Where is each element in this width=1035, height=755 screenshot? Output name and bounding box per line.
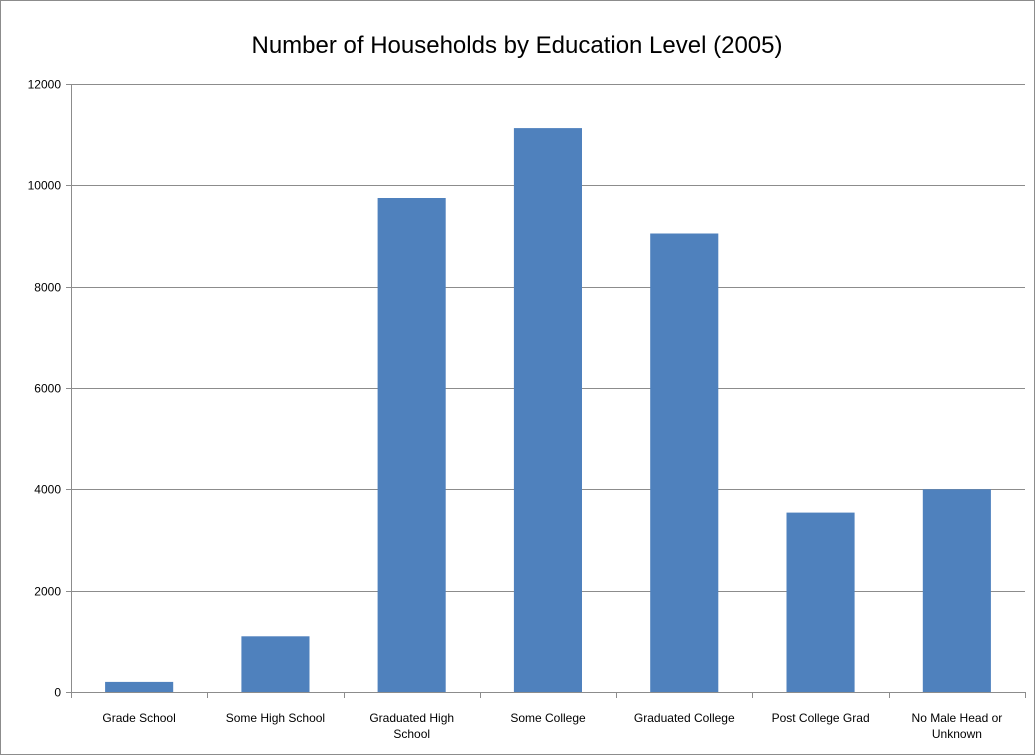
- y-tick-label: 12000: [28, 78, 62, 92]
- y-tick-label: 2000: [34, 585, 61, 599]
- bars: [105, 128, 991, 693]
- x-tick-label: Post College Grad: [772, 711, 870, 725]
- bar-5: [786, 512, 855, 692]
- bar-0: [105, 681, 174, 692]
- axes: [66, 84, 1026, 698]
- bar-6: [922, 489, 991, 692]
- x-tick-label: Grade School: [102, 711, 175, 725]
- x-tick-label: Some High School: [226, 711, 325, 725]
- bar-1: [241, 636, 310, 692]
- bar-3: [513, 128, 582, 693]
- y-tick-label: 8000: [34, 281, 61, 295]
- y-tick-label: 4000: [34, 483, 61, 497]
- bar-4: [650, 233, 719, 692]
- x-tick-label: Some College: [510, 711, 586, 725]
- x-tick-labels: Grade School Some High School Graduated Hi…: [102, 711, 1002, 741]
- x-tick-label: No Male Head or Unknown: [912, 711, 1003, 741]
- bar-2: [377, 198, 446, 692]
- y-tick-labels: 0 2000 4000 6000 8000 10000 12000: [28, 78, 62, 700]
- y-tick-label: 6000: [34, 382, 61, 396]
- x-tick-label: Graduated College: [634, 711, 735, 725]
- chart-title: Number of Households by Education Level …: [252, 32, 783, 59]
- y-tick-label: 0: [54, 686, 61, 700]
- y-tick-label: 10000: [28, 179, 62, 193]
- x-tick-label: Graduated High School: [369, 711, 454, 741]
